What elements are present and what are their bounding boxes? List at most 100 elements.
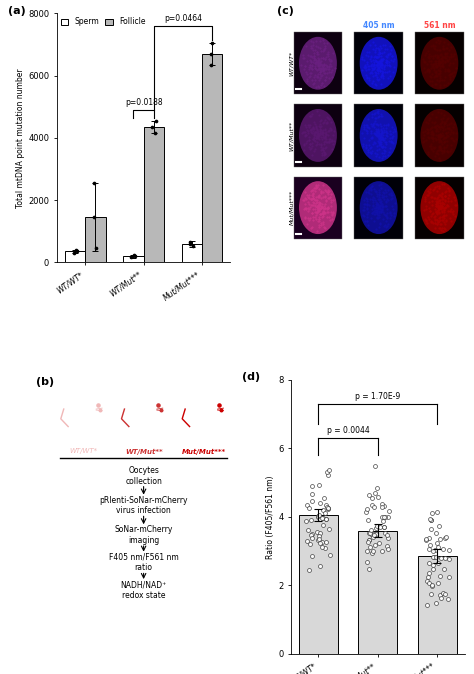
Point	[423, 600, 431, 611]
Point	[319, 59, 327, 70]
Point	[314, 200, 322, 210]
Point	[325, 64, 332, 75]
Point	[436, 200, 444, 211]
Point	[434, 217, 441, 228]
Point	[374, 107, 382, 118]
Point	[432, 51, 439, 61]
Point	[386, 126, 394, 137]
Point	[305, 190, 313, 201]
Point	[311, 128, 319, 139]
Point	[377, 71, 385, 82]
Point	[363, 204, 371, 215]
Point	[319, 78, 326, 88]
Point	[318, 63, 326, 74]
Point	[363, 47, 370, 58]
Point	[389, 204, 397, 214]
Text: Mut/Mut***: Mut/Mut***	[289, 190, 294, 225]
Point	[321, 148, 329, 159]
Point	[447, 125, 455, 135]
Point	[373, 67, 380, 78]
Point	[374, 52, 381, 63]
Point	[442, 116, 449, 127]
Point	[438, 206, 446, 216]
Point	[386, 129, 394, 140]
Point	[315, 200, 322, 211]
Point	[365, 534, 373, 545]
Point	[377, 200, 384, 210]
Point	[376, 201, 383, 212]
Point	[445, 183, 452, 193]
Point	[325, 125, 333, 136]
Point	[374, 106, 382, 117]
Point	[324, 470, 332, 481]
Point	[371, 115, 379, 126]
Point	[436, 131, 444, 142]
Point	[436, 129, 444, 140]
Point	[372, 70, 380, 81]
Point	[435, 67, 442, 78]
Point	[433, 69, 440, 80]
Point	[318, 69, 326, 80]
Point	[377, 137, 385, 148]
Point	[391, 197, 398, 208]
Point	[435, 51, 442, 62]
Point	[372, 129, 380, 140]
Point	[373, 204, 380, 215]
Point	[378, 58, 385, 69]
Point	[381, 40, 389, 51]
Point	[428, 117, 436, 127]
Point	[311, 200, 319, 211]
Point	[435, 55, 443, 66]
Point	[381, 220, 389, 231]
Point	[377, 121, 385, 131]
Point	[383, 123, 390, 133]
Point	[426, 184, 434, 195]
Point	[322, 499, 329, 510]
Point	[299, 128, 306, 139]
Point	[318, 125, 325, 135]
Point	[432, 67, 439, 78]
Point	[373, 523, 380, 534]
Point	[301, 193, 309, 204]
Point	[311, 144, 319, 154]
Point	[428, 559, 436, 570]
Point	[432, 199, 439, 210]
Point	[427, 515, 435, 526]
Point	[370, 60, 377, 71]
Point	[431, 545, 439, 556]
Point	[366, 142, 374, 153]
Point	[325, 129, 332, 140]
Point	[431, 60, 439, 71]
Point	[316, 561, 324, 572]
Point	[309, 193, 317, 204]
Point	[424, 571, 432, 582]
Point	[378, 205, 385, 216]
Point	[321, 54, 328, 65]
Point	[367, 127, 375, 138]
Point	[314, 202, 322, 213]
Point	[431, 204, 439, 214]
Point	[374, 63, 382, 74]
Point	[316, 122, 324, 133]
Point	[315, 58, 323, 69]
Point	[315, 204, 322, 215]
Point	[315, 200, 323, 210]
Point	[151, 128, 159, 139]
Point	[321, 128, 329, 139]
Point	[452, 127, 459, 138]
Point	[363, 198, 371, 209]
Point	[435, 578, 442, 588]
Point	[374, 127, 381, 137]
Point	[377, 197, 384, 208]
Point	[308, 150, 315, 161]
Point	[315, 222, 322, 233]
Point	[319, 145, 327, 156]
Point	[445, 113, 452, 124]
Point	[364, 202, 371, 213]
Point	[310, 129, 318, 140]
Point	[363, 124, 370, 135]
Point	[440, 179, 448, 190]
Point	[375, 51, 383, 61]
Point	[302, 138, 310, 149]
Bar	[418, 556, 456, 654]
